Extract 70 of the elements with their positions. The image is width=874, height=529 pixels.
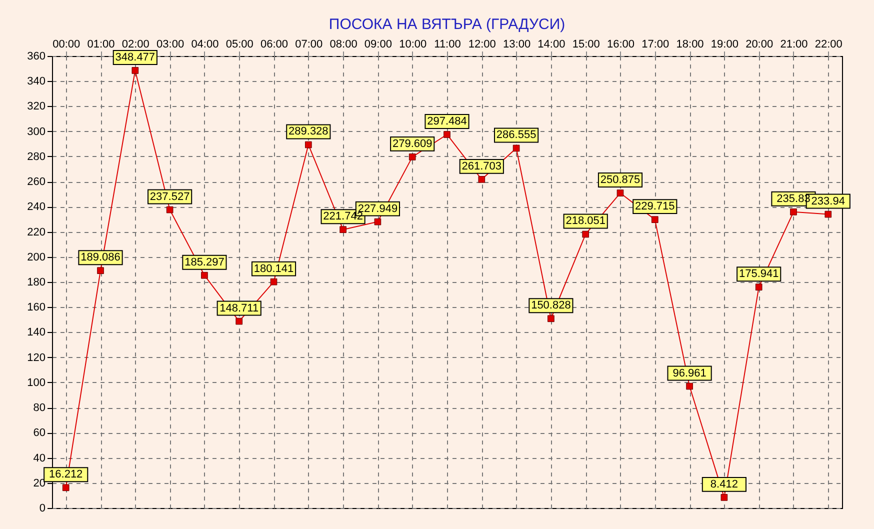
y-tick-label: 240 (27, 201, 46, 214)
y-tick-label: 120 (27, 352, 46, 364)
point (651, 216, 658, 223)
data-label: 8.412 (710, 478, 738, 490)
point (236, 318, 243, 325)
x-tick-label: 14:00 (538, 38, 566, 50)
point (790, 208, 797, 216)
y-tick-label: 360 (27, 50, 46, 62)
x-tick-label: 21:00 (780, 38, 808, 50)
point (97, 267, 104, 274)
x-tick-label: 22:00 (814, 38, 842, 50)
x-tick-label: 16:00 (606, 38, 635, 50)
y-tick-label: 320 (27, 100, 46, 113)
data-label: 96.961 (672, 367, 706, 380)
x-tick-label: 13:00 (503, 38, 531, 50)
x-tick-label: 03:00 (156, 38, 184, 50)
x-tick-label: 11:00 (434, 38, 461, 50)
y-tick-label: 80 (33, 402, 46, 414)
point (824, 210, 832, 218)
y-tick-label: 260 (27, 176, 46, 188)
x-tick-label: 05:00 (226, 38, 254, 50)
data-label: 148.711 (220, 302, 259, 314)
x-tick-label: 04:00 (191, 38, 219, 50)
point (62, 484, 70, 492)
x-tick-label: 17:00 (642, 38, 670, 50)
data-label: 233.94 (811, 195, 845, 208)
x-tick-label: 10:00 (399, 38, 427, 50)
y-tick-label: 220 (27, 226, 46, 238)
y-tick-label: 60 (33, 427, 46, 440)
x-tick-label: 19:00 (710, 38, 738, 50)
point (755, 284, 762, 291)
point (408, 154, 416, 160)
point (512, 144, 520, 152)
y-tick-label: 340 (27, 76, 46, 88)
y-tick-label: 280 (27, 150, 46, 163)
x-tick-label: 08:00 (330, 38, 358, 50)
point (166, 206, 174, 214)
chart-title: ПОСОКА НА ВЯТЪРА (ГРАДУСИ) (328, 16, 566, 33)
data-label: 16.212 (49, 468, 83, 481)
point (720, 494, 728, 501)
y-tick-label: 300 (27, 126, 46, 138)
y-tick-label: 160 (27, 302, 46, 314)
point (616, 190, 624, 196)
point (304, 141, 312, 148)
point (444, 131, 450, 138)
x-tick-label: 06:00 (260, 38, 288, 50)
x-tick-label: 09:00 (364, 38, 392, 50)
x-tick-label: 15:00 (572, 38, 600, 50)
point (270, 278, 278, 286)
x-tick-label: 20:00 (746, 38, 774, 50)
x-tick-label: 12:00 (468, 38, 496, 50)
point (478, 176, 486, 183)
y-tick-label: 200 (27, 251, 46, 264)
y-tick-label: 180 (27, 276, 46, 288)
x-tick-label: 07:00 (295, 38, 323, 50)
y-tick-label: 140 (27, 326, 46, 339)
y-tick-label: 0 (39, 502, 46, 514)
point (340, 226, 346, 234)
y-tick-label: 100 (27, 376, 46, 389)
x-tick-label: 18:00 (676, 38, 704, 50)
x-tick-label: 01:00 (87, 38, 115, 50)
x-tick-label: 02:00 (122, 38, 150, 50)
point (686, 382, 693, 390)
point (582, 230, 590, 238)
point (374, 218, 382, 226)
y-tick-label: 40 (33, 452, 46, 464)
point (132, 67, 139, 74)
point (548, 315, 554, 322)
point (201, 272, 208, 279)
x-tick-label: 00:00 (52, 38, 80, 50)
